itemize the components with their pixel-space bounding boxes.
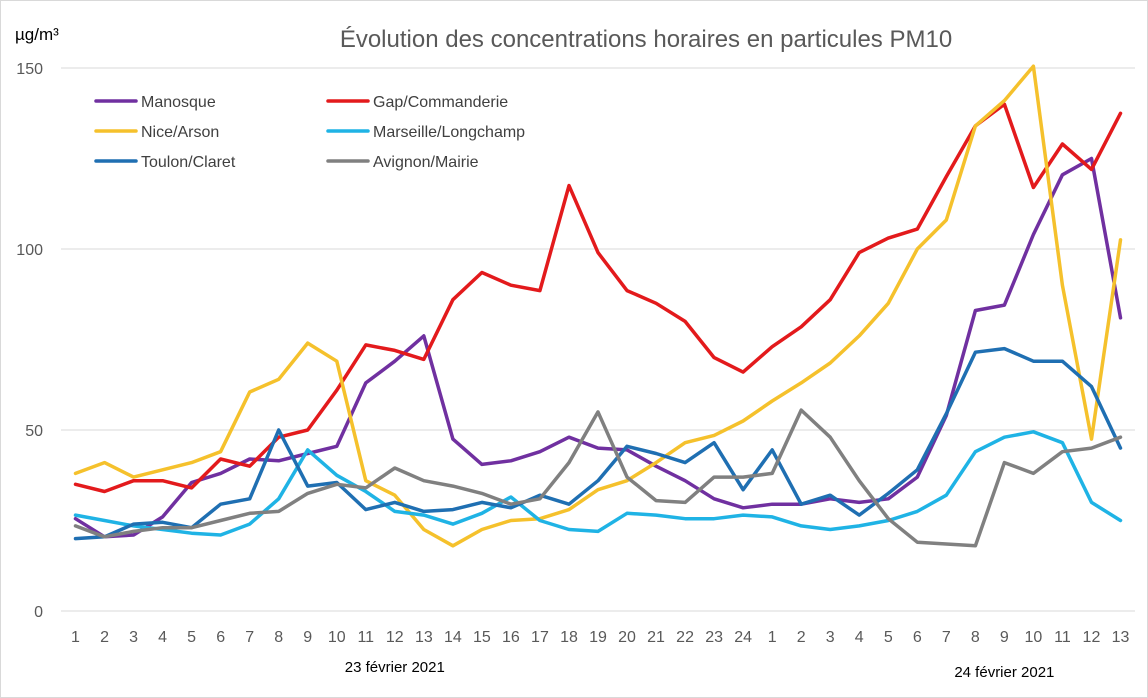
date-label: 23 février 2021 <box>345 659 445 676</box>
legend-entry: Toulon/Claret <box>141 154 236 171</box>
x-tick-label: 7 <box>245 629 254 646</box>
y-tick-label: 100 <box>16 242 43 259</box>
legend: Manosque Gap/Commanderie Nice/Arson Marseil… <box>94 94 525 171</box>
chart-title: Évolution des concentrations horaires en… <box>340 26 952 53</box>
x-tick-label: 11 <box>1054 629 1071 646</box>
x-tick-label: 18 <box>560 629 578 646</box>
x-tick-label: 22 <box>676 629 694 646</box>
x-tick-label: 5 <box>187 629 196 646</box>
x-tick-label: 23 <box>705 629 723 646</box>
x-tick-label: 3 <box>826 629 835 646</box>
x-tick-label: 8 <box>274 629 283 646</box>
x-tick-label: 2 <box>100 629 109 646</box>
x-tick-label: 2 <box>797 629 806 646</box>
x-tick-label: 1 <box>768 629 777 646</box>
x-tick-label: 13 <box>415 629 433 646</box>
series-line-nice-arson <box>73 64 1123 548</box>
x-tick-label: 5 <box>884 629 893 646</box>
x-tick-label: 3 <box>129 629 138 646</box>
x-tick-label: 6 <box>216 629 225 646</box>
x-tick-label: 13 <box>1112 629 1130 646</box>
series-line-avignon-mairie <box>73 408 1123 548</box>
x-tick-label: 16 <box>502 629 520 646</box>
legend-entry: Marseille/Longchamp <box>373 124 525 141</box>
x-tick-label: 10 <box>328 629 346 646</box>
x-axis: 1 2 3 4 5 6 7 8 9 10 11 12 13 14 15 16 17 18 19 20 21 22 23 24 1… <box>71 629 1129 646</box>
legend-entry: Gap/Commanderie <box>373 94 508 111</box>
x-tick-label: 17 <box>531 629 549 646</box>
series-lines <box>73 64 1123 548</box>
x-tick-label: 9 <box>303 629 312 646</box>
x-tick-label: 8 <box>971 629 980 646</box>
y-axis-ticks: 0 50 100 150 <box>16 61 43 621</box>
x-tick-label: 19 <box>589 629 607 646</box>
x-tick-label: 7 <box>942 629 951 646</box>
x-tick-label: 24 <box>734 629 752 646</box>
series-line-toulon-claret <box>73 346 1123 541</box>
date-labels: 23 février 2021 24 février 2021 <box>345 659 1055 681</box>
x-tick-label: 10 <box>1025 629 1043 646</box>
date-label: 24 février 2021 <box>954 664 1054 681</box>
x-tick-label: 20 <box>618 629 636 646</box>
x-tick-label: 4 <box>855 629 864 646</box>
x-tick-label: 11 <box>357 629 374 646</box>
y-tick-label: 150 <box>16 61 43 78</box>
x-tick-label: 4 <box>158 629 167 646</box>
x-tick-label: 15 <box>473 629 491 646</box>
x-tick-label: 6 <box>913 629 922 646</box>
x-tick-label: 9 <box>1000 629 1009 646</box>
x-tick-label: 12 <box>1083 629 1101 646</box>
y-tick-label: 50 <box>25 423 43 440</box>
series-line-marseille-longchamp <box>73 430 1123 537</box>
legend-entry: Nice/Arson <box>141 124 219 141</box>
series-line-gap-commanderie <box>73 102 1123 494</box>
x-tick-label: 21 <box>647 629 665 646</box>
x-tick-label: 1 <box>71 629 80 646</box>
legend-entry: Manosque <box>141 94 216 111</box>
y-tick-label: 0 <box>34 604 43 621</box>
x-tick-label: 12 <box>386 629 404 646</box>
y-axis-unit: µg/m³ <box>15 25 59 44</box>
x-tick-label: 14 <box>444 629 462 646</box>
legend-entry: Avignon/Mairie <box>373 154 479 171</box>
